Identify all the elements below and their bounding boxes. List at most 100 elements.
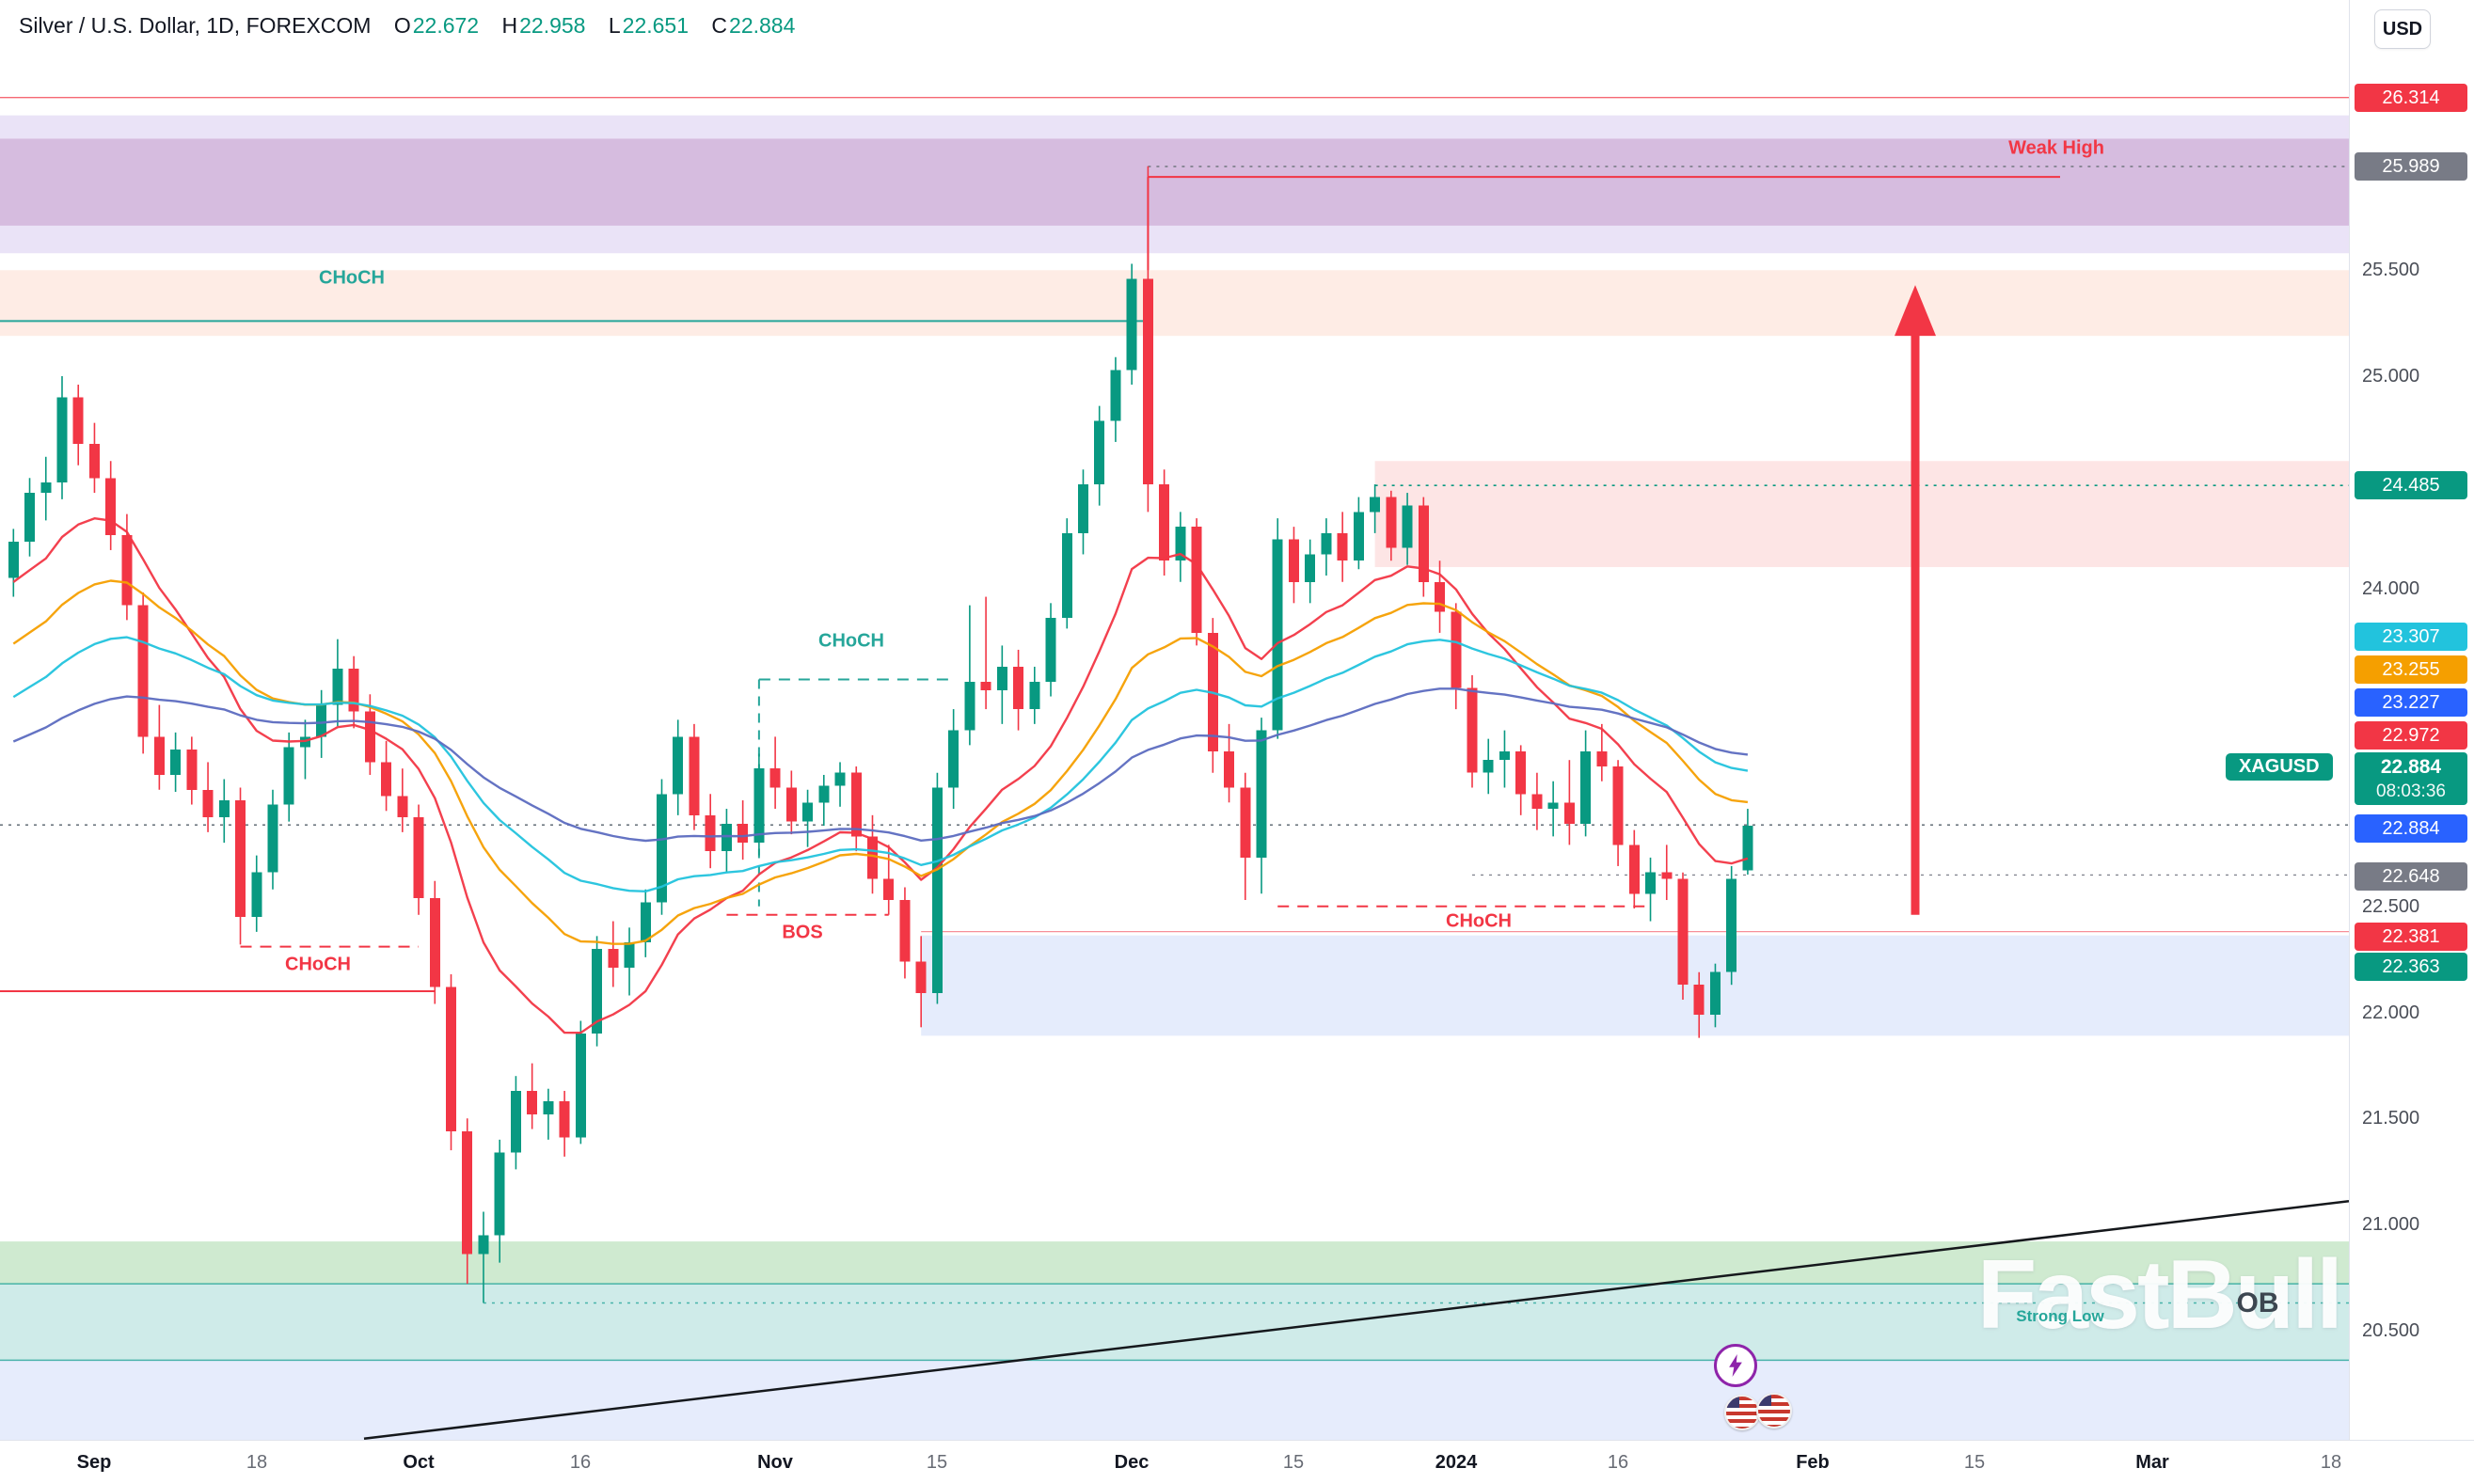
candle-body: [1483, 760, 1494, 773]
candle-body: [1288, 539, 1299, 582]
candle-body: [1563, 802, 1575, 824]
candle-body: [462, 1130, 473, 1255]
candle-body: [705, 814, 716, 852]
choch-label-right: CHoCH: [1446, 910, 1512, 932]
candle-body: [235, 800, 246, 918]
price-label-tag: 24.485: [2355, 471, 2467, 499]
candle-body: [624, 942, 635, 969]
close-value: 22.884: [729, 13, 796, 38]
candle-body: [1612, 766, 1624, 845]
time-scale-label: 16: [569, 1452, 592, 1473]
candle-body: [1726, 878, 1737, 972]
candle-body: [1628, 845, 1640, 894]
candle-body: [1515, 751, 1527, 795]
bar-countdown: 08:03:36: [2376, 781, 2446, 801]
candle-body: [1191, 527, 1202, 633]
candle-body: [381, 762, 392, 797]
candle-body: [1224, 751, 1235, 788]
currency-toggle-button[interactable]: USD: [2374, 9, 2431, 49]
time-scale-label: 18: [246, 1452, 268, 1473]
price-chart[interactable]: [0, 0, 2349, 1440]
candle-body: [640, 902, 651, 943]
price-label-tag: 23.307: [2355, 623, 2467, 651]
candle-body: [299, 736, 310, 748]
choch-label-mid: CHoCH: [818, 630, 884, 652]
price-label-tag: 26.314: [2355, 84, 2467, 112]
candle-body: [802, 802, 814, 822]
candle-body: [348, 669, 359, 712]
candle-body: [1386, 497, 1397, 548]
candle-body: [980, 681, 991, 690]
ma-line-fast-red: [12, 517, 1749, 1034]
price-scale-label: 20.500: [2362, 1320, 2420, 1341]
price-label-tag: 23.255: [2355, 655, 2467, 684]
price-label-tag: 22.381: [2355, 923, 2467, 951]
time-scale-label: Nov: [757, 1452, 793, 1473]
candle-body: [316, 704, 327, 737]
time-scale-label: Mar: [2135, 1452, 2169, 1473]
candle-body: [818, 785, 830, 803]
price-axis[interactable]: 26.314 25.989 25.500 25.000 24.485 24.000 23.3…: [2349, 0, 2474, 1440]
candle-body: [72, 397, 84, 445]
premium-zone-outer: [0, 115, 2349, 254]
candle-body: [1370, 497, 1381, 513]
candle-body: [1402, 505, 1413, 548]
high-value: 22.958: [519, 13, 586, 38]
candle-body: [56, 397, 68, 482]
candle-body: [1547, 802, 1559, 810]
candle-body: [964, 681, 975, 731]
last-price-value: 22.884: [2380, 756, 2442, 778]
candle-body: [121, 535, 133, 606]
candle-body: [737, 823, 749, 844]
candle-body: [1353, 512, 1364, 561]
event-flag-us-icon-2[interactable]: [1756, 1393, 1792, 1429]
open-value: 22.672: [412, 13, 480, 38]
symbol-title[interactable]: Silver / U.S. Dollar, 1D, FOREXCOM: [19, 13, 372, 38]
time-scale-label: Feb: [1796, 1452, 1830, 1473]
candle-body: [1142, 278, 1153, 485]
candle-body: [1661, 872, 1673, 879]
fastbull-watermark: FastBull: [1976, 1240, 2343, 1350]
candle-body: [1418, 505, 1429, 582]
time-scale-label: Dec: [1114, 1452, 1150, 1473]
price-label-tag: 25.989: [2355, 152, 2467, 181]
candle-body: [1256, 730, 1267, 858]
candle-body: [1175, 527, 1186, 561]
candle-body: [1272, 539, 1283, 731]
candle-body: [170, 749, 182, 775]
ob-label: OB: [2236, 1287, 2279, 1318]
price-label-tag: 22.972: [2355, 721, 2467, 750]
candle-body: [40, 482, 52, 494]
candle-body: [1321, 532, 1332, 555]
candle-body: [1094, 420, 1105, 485]
time-scale-label: 15: [1963, 1452, 1986, 1473]
candle-body: [186, 749, 198, 790]
candle-body: [1451, 611, 1462, 688]
event-lightning-icon[interactable]: [1714, 1344, 1757, 1387]
demand-zone: [921, 935, 2349, 1036]
candle-body: [657, 794, 667, 903]
open-label: O: [393, 13, 411, 38]
candle-body: [1240, 787, 1251, 858]
candle-body: [267, 804, 278, 873]
candle-body: [202, 789, 214, 818]
symbol-price-tag: XAGUSD: [2226, 753, 2333, 781]
price-scale-label: 25.000: [2362, 366, 2420, 387]
time-scale-label: 15: [1282, 1452, 1305, 1473]
candle-body: [1499, 751, 1510, 761]
candle-body: [559, 1101, 570, 1138]
chart-canvas[interactable]: FastBull CHoCH CHoCH CHoCH BOS CHoCH Weak Hig…: [0, 0, 2349, 1440]
price-label-tag: 23.227: [2355, 688, 2467, 717]
price-scale-label: 25.500: [2362, 260, 2420, 280]
candle-body: [883, 878, 895, 901]
bos-label: BOS: [782, 922, 823, 943]
time-axis[interactable]: Sep 18 Oct 16 Nov 15 Dec 15 2024 16 Feb 15 Mar 18: [0, 1440, 2474, 1484]
candle-body: [510, 1090, 521, 1153]
choch-label-top: CHoCH: [319, 267, 385, 289]
candle-body: [218, 800, 230, 818]
event-flag-us-icon-1[interactable]: [1724, 1395, 1760, 1430]
candle-body: [608, 948, 619, 969]
price-scale-label: 21.000: [2362, 1214, 2420, 1235]
low-label: L: [608, 13, 621, 38]
